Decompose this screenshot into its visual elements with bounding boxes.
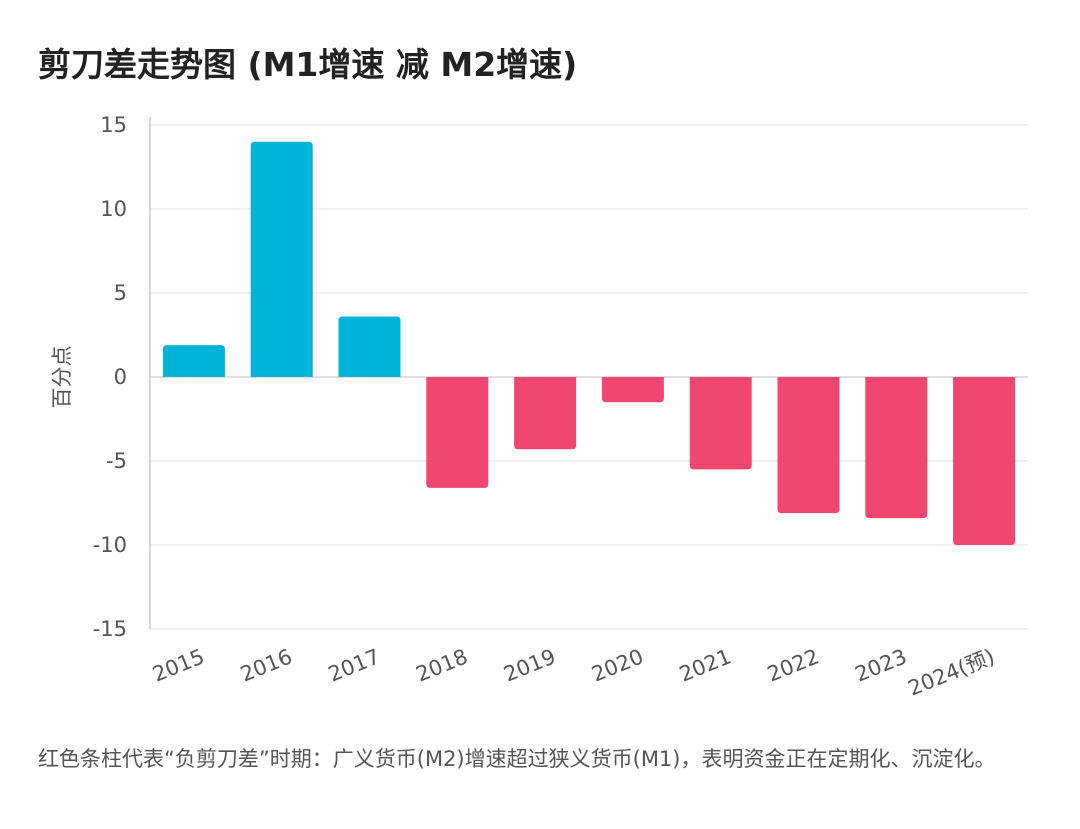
chart-title: 剪刀差走势图 (M1增速 减 M2增速) [38,45,578,84]
x-tick-label: 2021 [676,644,735,686]
x-tick-label: 2020 [588,644,647,686]
y-tick-label: -15 [93,617,127,641]
bar-2015 [162,345,225,377]
y-tick-label: 10 [100,197,127,221]
bar-2017 [338,316,401,377]
bar-2020 [601,377,664,403]
chart-caption: 红色条柱代表“负剪刀差”时期：广义货币(M2)增速超过狭义货币(M1)，表明资金… [38,747,996,771]
bar-2019 [514,377,577,450]
bar-2021 [689,377,752,470]
y-tick-labels: 15 10 5 0 -5 -10 -15 [93,113,127,641]
x-tick-label: 2018 [413,644,472,686]
y-tick-label: 0 [114,365,127,389]
x-tick-label: 2019 [500,644,559,686]
x-tick-labels: 2015 2016 2017 2018 2019 2020 2021 2022 20232024… [149,644,998,700]
bar-2024(预) [953,377,1016,545]
y-tick-label: 5 [114,281,127,305]
x-tick-label: 2016 [237,644,296,686]
bars [162,141,1016,545]
x-tick-label: 2015 [149,644,208,686]
y-tick-label: -5 [106,449,127,473]
x-tick-label: 2024(预) [905,644,998,700]
bar-2018 [426,377,489,488]
bar-2016 [250,141,313,377]
y-tick-label: -10 [93,533,127,557]
x-tick-label: 2017 [325,644,384,686]
bar-2023 [865,377,928,519]
bar-2022 [777,377,840,514]
x-tick-label: 2023 [852,644,911,686]
y-axis-label: 百分点 [50,346,74,409]
y-tick-label: 15 [100,113,127,137]
x-tick-label: 2022 [764,644,823,686]
